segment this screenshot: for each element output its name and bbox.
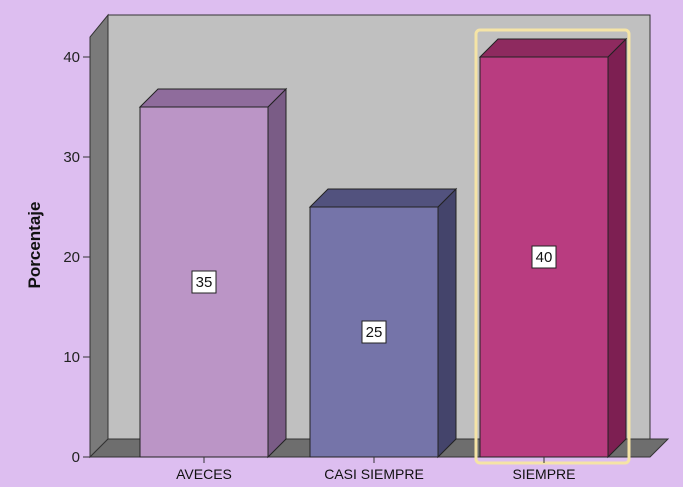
bar-side xyxy=(267,87,287,459)
bar-top xyxy=(478,38,628,58)
y-tick-label: 20 xyxy=(63,249,80,266)
y-tick-label: 30 xyxy=(63,149,80,166)
data-label-box xyxy=(531,245,557,269)
side-wall xyxy=(89,13,109,459)
y-axis: 0 10 20 30 40 xyxy=(63,37,91,466)
x-tick-label: CASI SIEMPRE xyxy=(324,466,424,482)
selection-outline xyxy=(474,28,631,465)
category-labels: AVECES CASI SIEMPRE SIEMPRE xyxy=(176,457,576,482)
data-label-box xyxy=(361,320,387,344)
data-label: 35 xyxy=(196,274,213,291)
x-tick-label: AVECES xyxy=(176,466,232,482)
bar-top xyxy=(308,188,458,208)
y-tick-label: 10 xyxy=(63,349,80,366)
y-tick-label: 0 xyxy=(72,449,80,466)
y-axis-title: Porcentaje xyxy=(25,202,44,289)
bar-casi-siempre: 25 xyxy=(308,187,458,459)
bar-siempre: 40 xyxy=(474,28,631,465)
data-label: 40 xyxy=(536,249,553,266)
bar-aveces: 35 xyxy=(138,87,288,459)
y-tick-label: 40 xyxy=(63,49,80,66)
bars: 35 25 40 xyxy=(138,28,631,465)
data-label-box xyxy=(191,270,217,294)
bar-side xyxy=(607,37,627,459)
bar-top xyxy=(138,88,288,108)
data-label: 25 xyxy=(366,324,383,341)
bar-side xyxy=(437,187,457,459)
x-tick-label: SIEMPRE xyxy=(512,466,575,482)
